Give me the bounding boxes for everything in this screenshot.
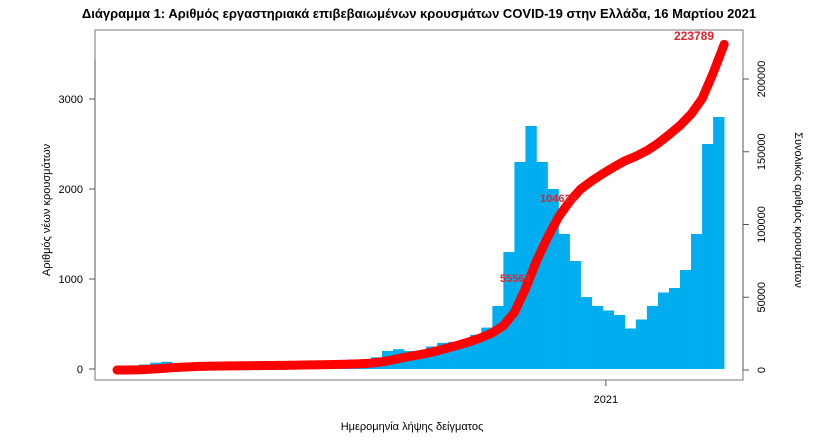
y-axis-right-label: Συνολικός αριθμός κρουσμάτων: [792, 132, 804, 288]
y-axis-right: 0 50000 100000 150000 200000: [743, 61, 768, 373]
bar: [603, 311, 614, 370]
y-tick-label: 0: [77, 364, 83, 376]
bar: [713, 117, 724, 369]
y-axis-left: 0 1000 2000 3000: [59, 59, 95, 376]
annotation-label: 223789: [674, 29, 714, 43]
annotation-label: 55563: [500, 273, 531, 285]
bar: [581, 297, 592, 369]
bar: [658, 293, 669, 370]
bar: [514, 162, 525, 369]
bar: [492, 306, 503, 369]
y-tick-label: 1000: [59, 274, 83, 286]
bar: [691, 234, 702, 369]
bar: [669, 288, 680, 369]
bar: [570, 261, 581, 369]
annotation-label: 104625: [540, 193, 577, 205]
bar: [625, 329, 636, 370]
cumulative-line-group: [117, 44, 724, 370]
y-axis-label: Αριθμός νέων κρουσμάτων: [41, 143, 53, 276]
cumulative-line: [117, 44, 724, 370]
x-tick-label: 2021: [594, 394, 618, 406]
x-axis: 2021: [594, 380, 618, 406]
bar: [592, 306, 603, 369]
bar: [614, 315, 625, 369]
y-right-tick-label: 0: [756, 367, 768, 373]
bar: [647, 306, 658, 369]
bar: [636, 320, 647, 370]
y-right-tick-label: 50000: [756, 282, 768, 313]
bar: [680, 270, 691, 369]
chart-title: Διάγραμμα 1: Αριθμός εργαστηριακά επιβεβ…: [82, 6, 756, 21]
y-right-tick-label: 150000: [756, 133, 768, 170]
y-tick-label: 2000: [59, 184, 83, 196]
x-axis-label: Ημερομηνία λήψης δείγματος: [341, 421, 484, 433]
y-tick-label: 3000: [59, 94, 83, 106]
bar: [559, 234, 570, 369]
bar: [702, 144, 713, 369]
bar: [525, 126, 536, 369]
y-right-tick-label: 200000: [756, 61, 768, 98]
y-right-tick-label: 100000: [756, 206, 768, 243]
